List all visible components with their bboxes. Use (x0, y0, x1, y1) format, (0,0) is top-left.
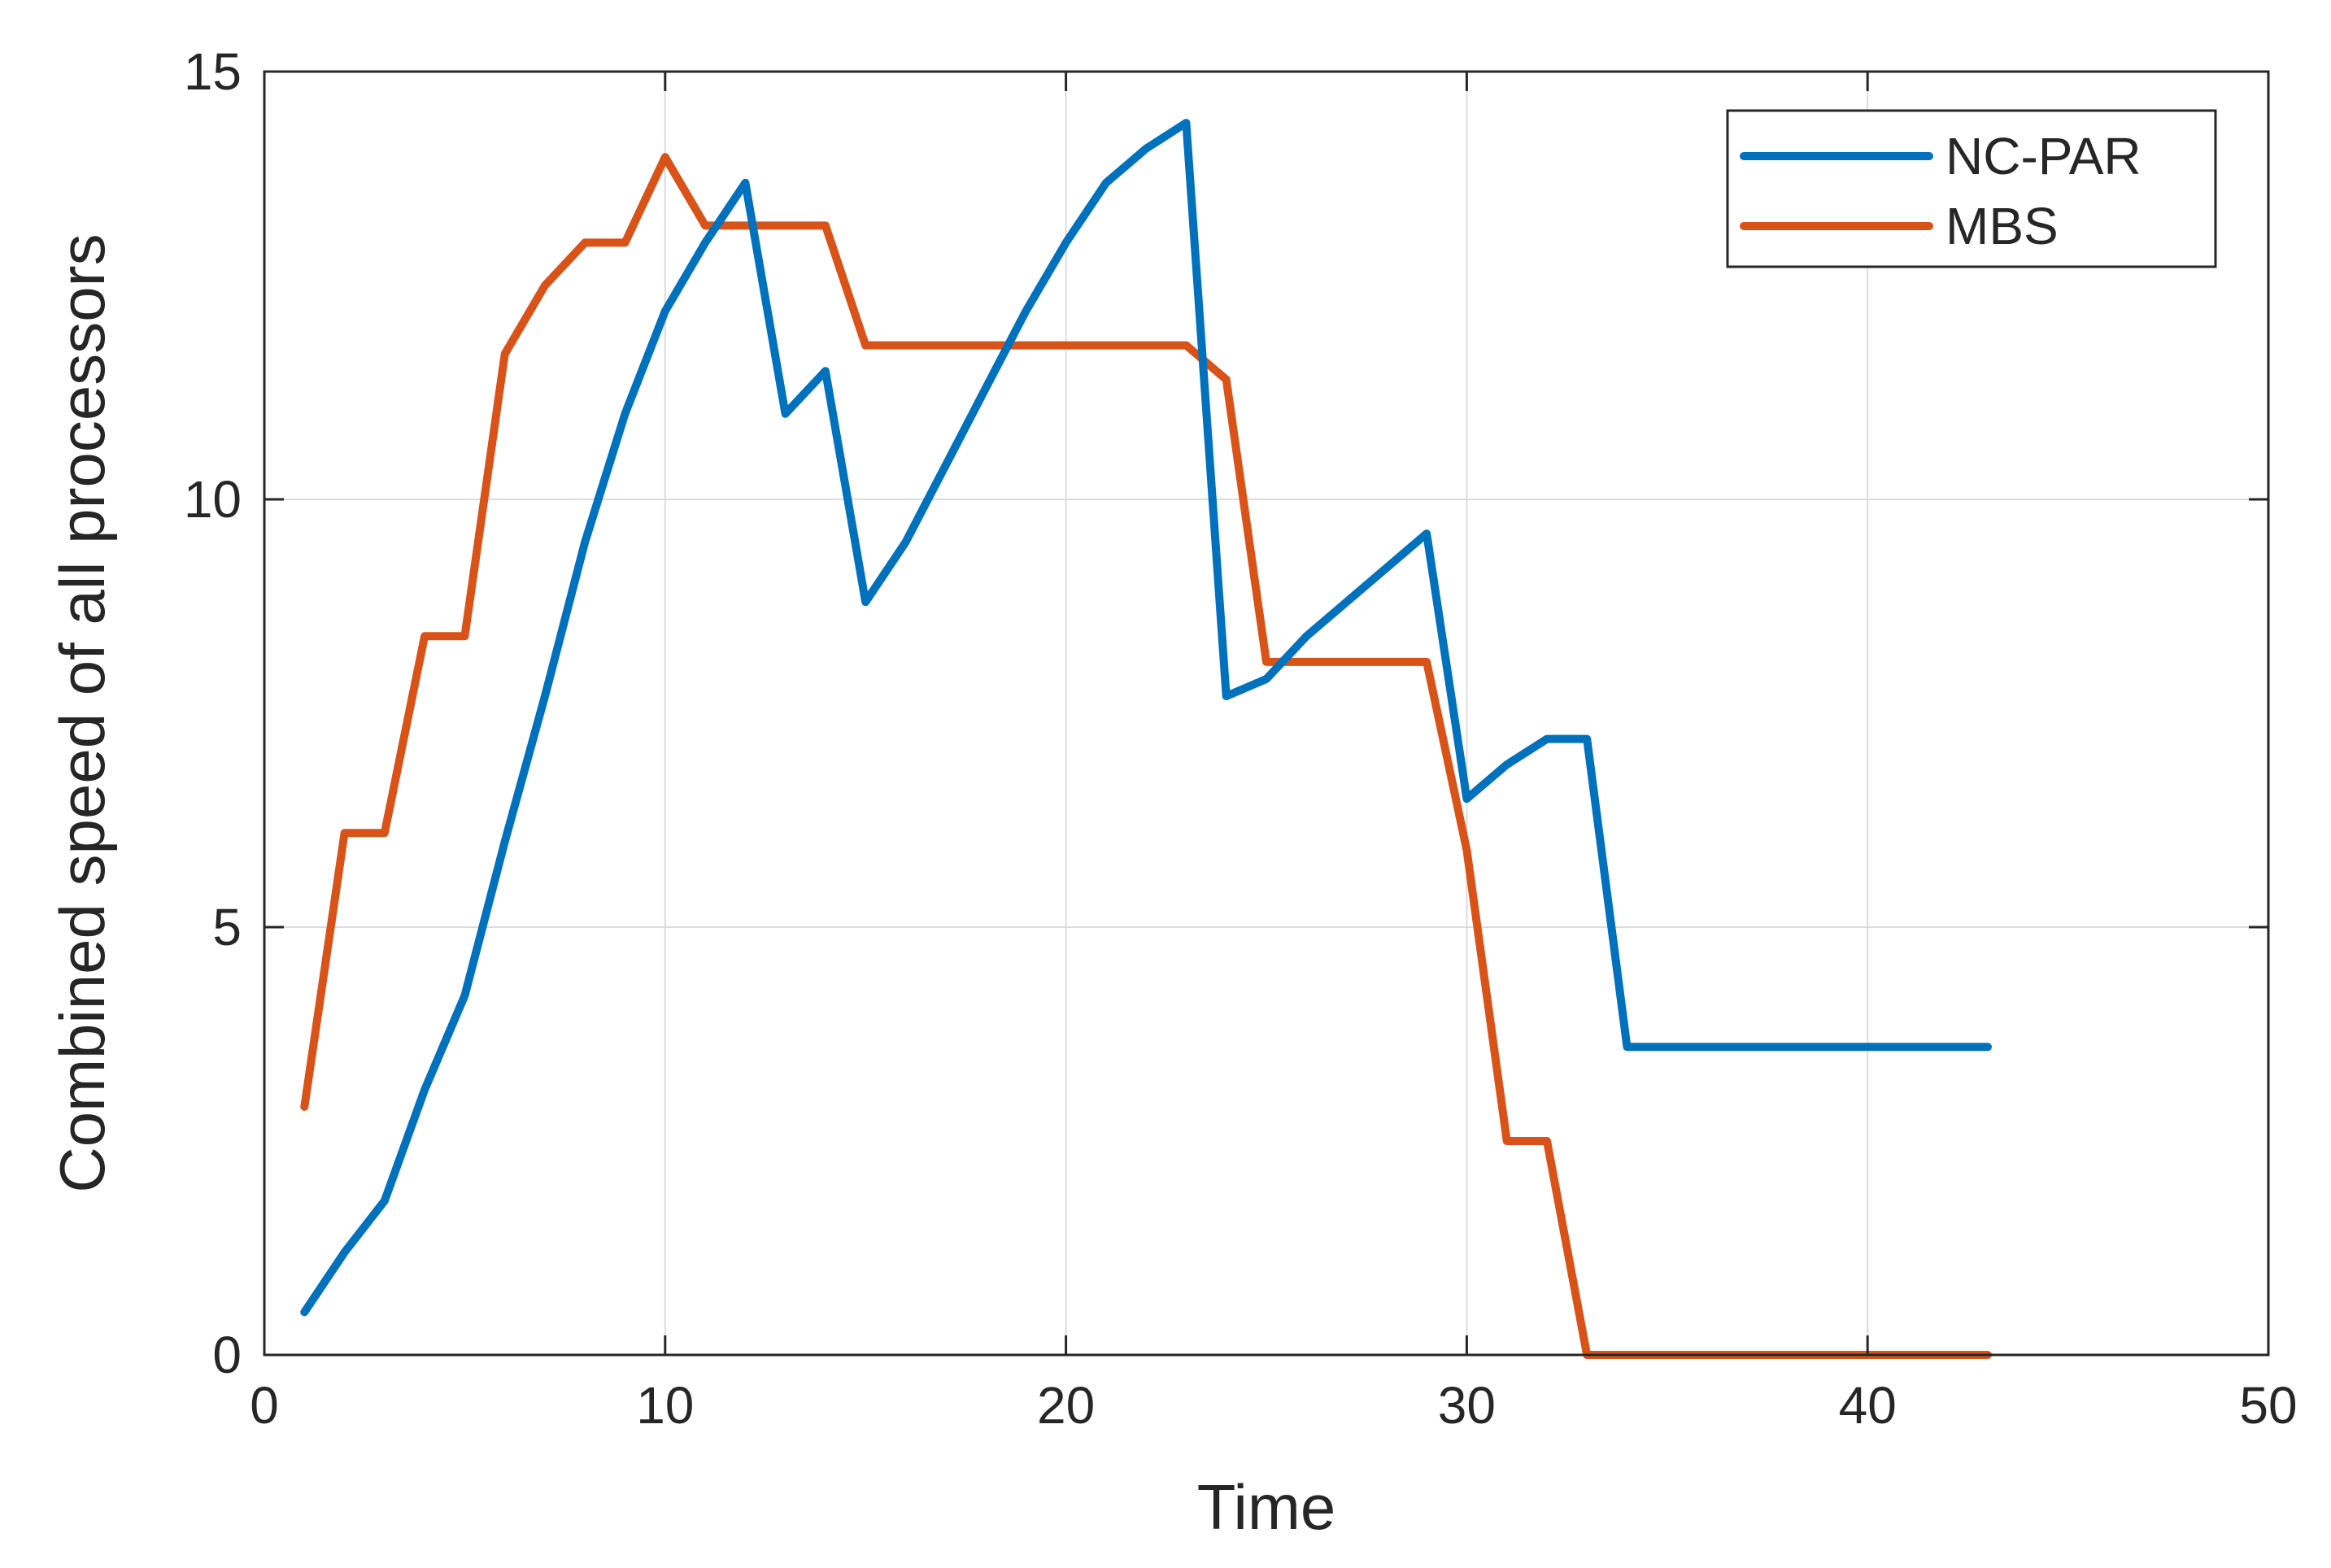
x-tick-label: 50 (2239, 1376, 2297, 1435)
y-axis-label: Combined speed of all processors (46, 233, 118, 1192)
x-tick-label: 40 (1839, 1376, 1897, 1435)
series-line-nc-par (300, 119, 1992, 1317)
grid-lines (264, 72, 2268, 1355)
x-tick-label: 10 (636, 1376, 694, 1435)
y-tick-label: 0 (212, 1326, 242, 1384)
legend-label-mbs: MBS (1945, 197, 2059, 255)
x-tick-label: 20 (1037, 1376, 1095, 1435)
x-axis-label: Time (1197, 1471, 1335, 1543)
y-tick-label: 5 (212, 898, 242, 956)
axes-box (263, 70, 2270, 1357)
y-tick-label: 10 (184, 470, 242, 529)
plot-area (264, 72, 2268, 1355)
x-tick-label: 30 (1438, 1376, 1496, 1435)
x-tick-label: 0 (250, 1376, 279, 1435)
legend-box (1726, 109, 2217, 268)
legend: NC-PAR MBS (1726, 109, 2217, 268)
axis-ticks: 0 10 20 30 40 50 0 5 10 15 (184, 42, 2298, 1435)
y-tick-label: 15 (184, 42, 242, 101)
legend-label-nc-par: NC-PAR (1945, 127, 2141, 185)
